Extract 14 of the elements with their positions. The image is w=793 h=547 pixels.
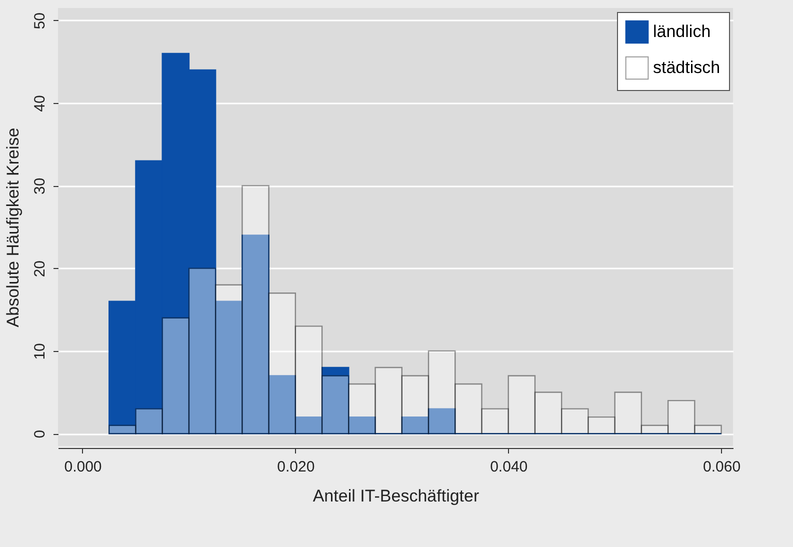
legend-label: ländlich <box>653 22 711 41</box>
legend-label: städtisch <box>653 58 720 77</box>
y-tick-label: 50 <box>32 12 48 30</box>
y-tick-label: 40 <box>32 95 48 112</box>
x-tick-label: 0.060 <box>703 458 741 476</box>
y-axis-title: Absolute Häufigkeit Kreise <box>4 128 22 328</box>
x-tick-label: 0.040 <box>490 458 528 476</box>
y-tick-label: 20 <box>32 260 48 278</box>
y-tick-label: 0 <box>32 430 48 438</box>
y-tick-label: 10 <box>32 343 48 360</box>
x-axis-title: Anteil IT-Beschäftigter <box>312 486 480 506</box>
x-tick-label: 0.020 <box>277 458 315 476</box>
y-tick-label: 30 <box>32 178 48 195</box>
x-tick-label: 0.000 <box>64 458 102 476</box>
